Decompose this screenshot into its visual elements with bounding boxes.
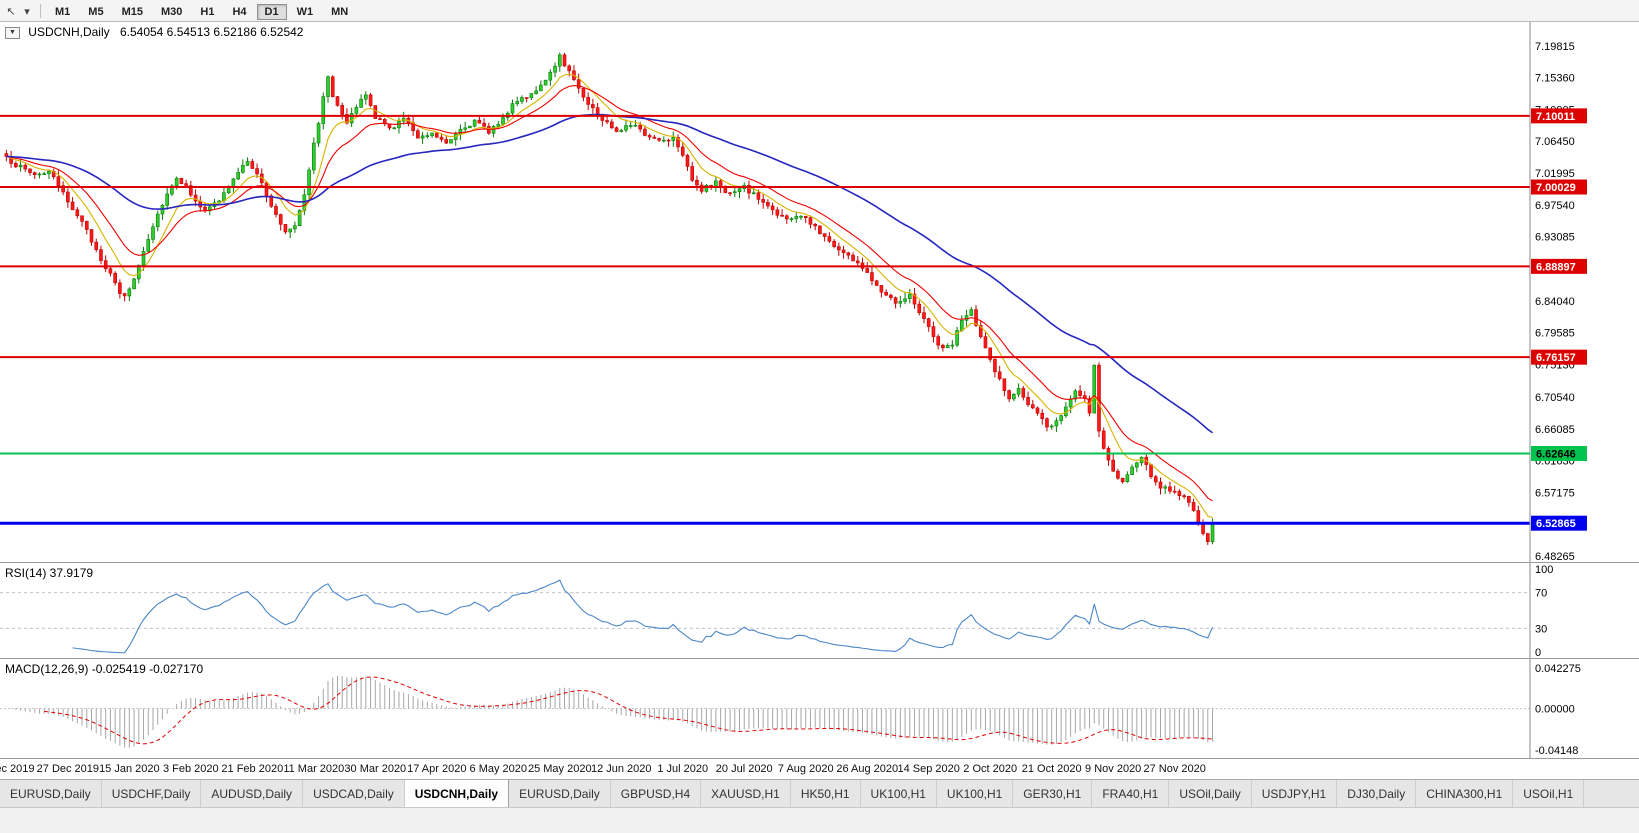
timeframe-button-w1[interactable]: W1 xyxy=(289,4,322,20)
date-label: 6 May 2020 xyxy=(469,763,528,775)
timeframe-button-h4[interactable]: H4 xyxy=(224,4,254,20)
timeframe-toolbar: ↖ ▾ M1 M5 M15 M30 H1 H4 D1 W1 MN xyxy=(0,0,1639,22)
chart-tab-bar: EURUSD,Daily USDCHF,Daily AUDUSD,Daily USDC… xyxy=(0,779,1639,807)
chart-tab-eurusd-daily[interactable]: EURUSD,Daily xyxy=(0,780,102,807)
chart-tab-dj30-daily[interactable]: DJ30,Daily xyxy=(1337,780,1417,807)
cursor-tool-icon[interactable]: ↖ xyxy=(6,5,16,18)
bottom-spacer xyxy=(0,807,1639,833)
timeframe-button-d1[interactable]: D1 xyxy=(256,3,287,20)
chart-tab-usoil-h1[interactable]: USOil,H1 xyxy=(1513,780,1585,807)
chart-tab-audusd-daily[interactable]: AUDUSD,Daily xyxy=(201,780,304,807)
svg-text:100: 100 xyxy=(1535,564,1553,576)
svg-text:7.19815: 7.19815 xyxy=(1535,41,1575,53)
chart-collapse-button[interactable]: ▼ xyxy=(5,27,20,39)
svg-text:7.00029: 7.00029 xyxy=(1536,182,1576,194)
chart-tab-usdcad-daily[interactable]: USDCAD,Daily xyxy=(303,780,405,807)
date-label: 17 Apr 2020 xyxy=(407,763,467,775)
date-label: 27 Dec 2019 xyxy=(36,763,100,775)
rsi-chart-canvas[interactable]: 100 70 30 0 xyxy=(0,563,1639,658)
chart-tab-eurusd-daily[interactable]: EURUSD,Daily xyxy=(509,780,611,807)
svg-text:6.52865: 6.52865 xyxy=(1536,518,1576,530)
svg-text:6.93085: 6.93085 xyxy=(1535,232,1575,244)
rsi-indicator-label: RSI(14) 37.9179 xyxy=(5,566,94,580)
toolbar-icons: ↖ ▾ xyxy=(3,2,35,20)
chart-tab-uk100-h1[interactable]: UK100,H1 xyxy=(936,780,1014,807)
chart-tab-uk100-h1[interactable]: UK100,H1 xyxy=(860,780,937,807)
date-label: 7 Aug 2020 xyxy=(777,763,834,775)
date-label: 2 Oct 2020 xyxy=(963,763,1018,775)
rsi-panel[interactable]: RSI(14) 37.9179 100 70 30 0 xyxy=(0,562,1639,658)
date-label: 14 Sep 2020 xyxy=(897,763,960,775)
svg-text:6.48265: 6.48265 xyxy=(1535,551,1575,562)
svg-text:6.62646: 6.62646 xyxy=(1536,448,1576,460)
date-label: 27 Nov 2020 xyxy=(1143,763,1206,775)
date-label: 21 Feb 2020 xyxy=(221,763,284,775)
macd-panel[interactable]: MACD(12,26,9) -0.025419 -0.027170 0.0422… xyxy=(0,658,1639,758)
svg-text:6.76157: 6.76157 xyxy=(1536,352,1576,364)
date-label: 3 Feb 2020 xyxy=(163,763,219,775)
timeframe-button-m5[interactable]: M5 xyxy=(80,4,111,20)
date-label: 25 May 2020 xyxy=(527,763,592,775)
svg-text:0.042275: 0.042275 xyxy=(1535,663,1581,675)
date-label: 21 Oct 2020 xyxy=(1021,763,1082,775)
chart-symbol-period: USDCNH,Daily xyxy=(28,25,110,39)
svg-text:6.57175: 6.57175 xyxy=(1535,487,1575,499)
svg-text:6.84040: 6.84040 xyxy=(1535,296,1575,308)
chart-tab-usdcnh-daily[interactable]: USDCNH,Daily xyxy=(404,780,510,807)
chart-tab-usdjpy-h1[interactable]: USDJPY,H1 xyxy=(1251,780,1338,807)
toolbar-divider xyxy=(40,3,41,18)
date-label: 1 Jul 2020 xyxy=(657,763,709,775)
date-label: 15 Jan 2020 xyxy=(99,763,160,775)
svg-text:6.79585: 6.79585 xyxy=(1535,328,1575,340)
chart-title: ▼ USDCNH,Daily 6.54054 6.54513 6.52186 6… xyxy=(5,25,303,39)
date-label: 11 Mar 2020 xyxy=(283,763,345,775)
svg-text:30: 30 xyxy=(1535,623,1547,635)
svg-text:6.88897: 6.88897 xyxy=(1536,261,1576,273)
date-label: 26 Aug 2020 xyxy=(836,763,899,775)
chart-tab-hk50-h1[interactable]: HK50,H1 xyxy=(790,780,861,807)
timeframe-button-m30[interactable]: M30 xyxy=(153,4,190,20)
svg-text:7.15360: 7.15360 xyxy=(1535,73,1575,85)
chart-tab-gbpusd-h4[interactable]: GBPUSD,H4 xyxy=(610,780,702,807)
chart-tab-xauusd-h1[interactable]: XAUUSD,H1 xyxy=(701,780,791,807)
main-chart-panel[interactable]: ▼ USDCNH,Daily 6.54054 6.54513 6.52186 6… xyxy=(0,22,1639,562)
svg-text:6.66085: 6.66085 xyxy=(1535,424,1575,436)
svg-text:6.70540: 6.70540 xyxy=(1535,392,1575,404)
chart-tab-usdchf-daily[interactable]: USDCHF,Daily xyxy=(101,780,202,807)
chart-tab-fra40-h1[interactable]: FRA40,H1 xyxy=(1092,780,1170,807)
chart-tab-ger30-h1[interactable]: GER30,H1 xyxy=(1013,780,1093,807)
macd-chart-canvas[interactable]: 0.042275 0.00000 -0.04148 xyxy=(0,659,1639,758)
svg-text:0.00000: 0.00000 xyxy=(1535,704,1575,716)
svg-text:-0.04148: -0.04148 xyxy=(1535,745,1578,757)
chart-ohlc-values: 6.54054 6.54513 6.52186 6.52542 xyxy=(119,25,304,39)
svg-text:6.97540: 6.97540 xyxy=(1535,200,1575,212)
timeframe-buttons: M1 M5 M15 M30 H1 H4 D1 W1 MN xyxy=(46,2,357,20)
date-label: 12 Jun 2020 xyxy=(590,763,652,775)
svg-text:7.10011: 7.10011 xyxy=(1536,111,1575,123)
svg-text:7.01995: 7.01995 xyxy=(1535,168,1575,180)
timeframe-button-m1[interactable]: M1 xyxy=(47,4,78,20)
date-label: 20 Jul 2020 xyxy=(715,763,773,775)
date-label: 9 Dec 2019 xyxy=(0,763,35,775)
toolbar-dropdown-icon[interactable]: ▾ xyxy=(24,5,30,18)
date-label: 9 Nov 2020 xyxy=(1085,763,1142,775)
svg-text:70: 70 xyxy=(1535,588,1547,600)
macd-indicator-label: MACD(12,26,9) -0.025419 -0.027170 xyxy=(5,662,204,676)
timeframe-button-h1[interactable]: H1 xyxy=(192,4,222,20)
svg-text:0: 0 xyxy=(1535,647,1541,658)
chart-tab-china300-h1[interactable]: CHINA300,H1 xyxy=(1416,780,1514,807)
timeframe-button-m15[interactable]: M15 xyxy=(114,4,151,20)
date-label: 30 Mar 2020 xyxy=(344,763,407,775)
svg-text:7.06450: 7.06450 xyxy=(1535,136,1575,148)
chart-tab-usoil-daily[interactable]: USOil,Daily xyxy=(1169,780,1252,807)
timeframe-button-mn[interactable]: MN xyxy=(323,4,356,20)
candlestick-chart-canvas[interactable]: 7.198157.153607.109057.064507.019956.975… xyxy=(0,22,1639,562)
